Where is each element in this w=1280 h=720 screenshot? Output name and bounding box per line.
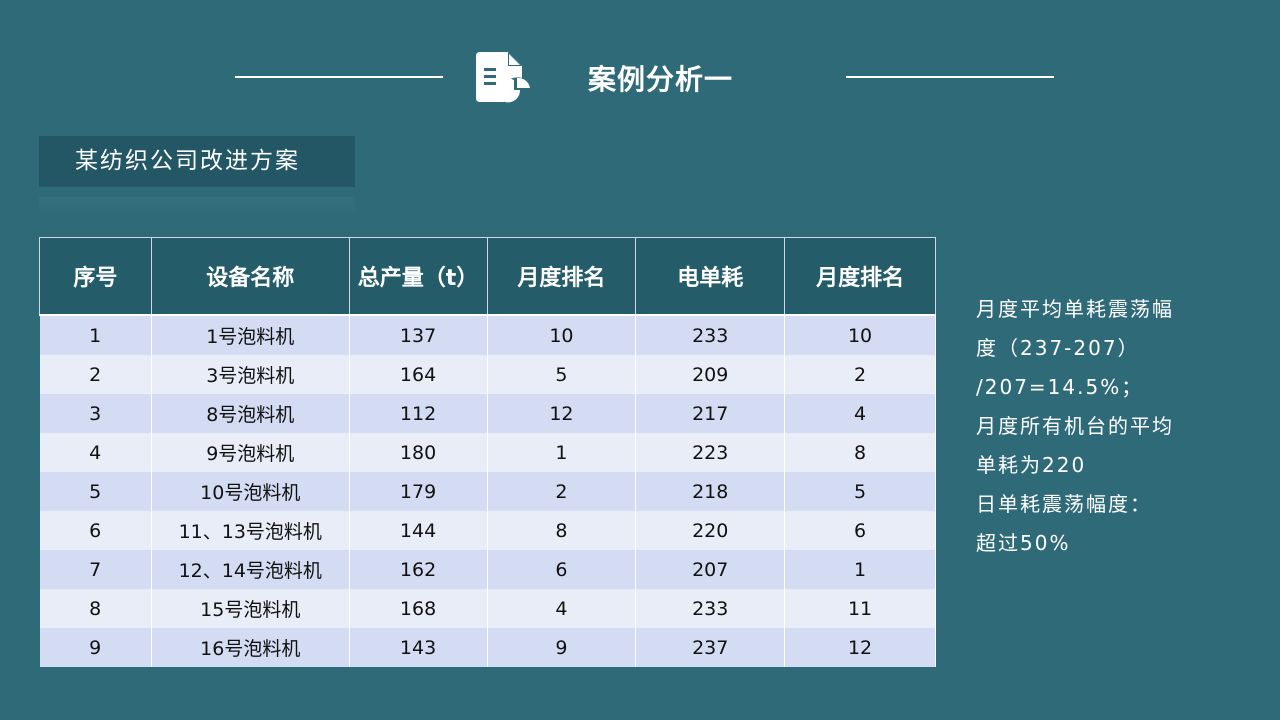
table-cell: 6 bbox=[39, 511, 152, 550]
column-header: 设备名称 bbox=[150, 237, 350, 316]
table-cell: 4 bbox=[487, 589, 637, 628]
column-header: 月度排名 bbox=[486, 237, 637, 316]
table-cell: 8号泡料机 bbox=[151, 394, 350, 433]
table-cell: 10 bbox=[784, 314, 936, 355]
table-cell: 9号泡料机 bbox=[151, 433, 350, 472]
analysis-notes: 月度平均单耗震荡幅 度（237-207） /207=14.5%； 月度所有机台的平均单… bbox=[976, 290, 1174, 563]
table-cell: 168 bbox=[349, 589, 488, 628]
table-row: 7 12、14号泡料机 162 6 207 1 bbox=[39, 550, 936, 589]
table-cell: 237 bbox=[635, 628, 786, 667]
table-cell: 179 bbox=[349, 472, 488, 511]
table-cell: 5 bbox=[487, 355, 637, 394]
table-cell: 8 bbox=[784, 433, 936, 472]
table-cell: 8 bbox=[487, 511, 637, 550]
subtitle-shadow bbox=[39, 197, 355, 215]
table-cell: 1 bbox=[39, 314, 152, 355]
table-row: 9 16号泡料机 143 9 237 12 bbox=[39, 628, 936, 667]
note-line: 单耗为220 bbox=[976, 453, 1087, 477]
table-row: 8 15号泡料机 168 4 233 11 bbox=[39, 589, 936, 628]
note-line: 日单耗震荡幅度： bbox=[976, 492, 1152, 516]
table-cell: 2 bbox=[39, 355, 152, 394]
title-rule-right bbox=[846, 76, 1054, 78]
table-cell: 207 bbox=[635, 550, 786, 589]
column-header: 电单耗 bbox=[635, 237, 786, 316]
column-header: 序号 bbox=[39, 237, 152, 316]
page-title: 案例分析一 bbox=[588, 63, 734, 96]
table-cell: 217 bbox=[635, 394, 786, 433]
table-cell: 143 bbox=[349, 628, 488, 667]
table-row: 3 8号泡料机 112 12 217 4 bbox=[39, 394, 936, 433]
section-subtitle: 某纺织公司改进方案 bbox=[39, 136, 355, 187]
column-header: 总产量（t） bbox=[348, 237, 488, 316]
table-cell: 164 bbox=[349, 355, 488, 394]
table-cell: 3 bbox=[39, 394, 152, 433]
table-cell: 4 bbox=[784, 394, 936, 433]
table-cell: 223 bbox=[635, 433, 786, 472]
table-cell: 1 bbox=[487, 433, 637, 472]
note-line: 超过50% bbox=[976, 531, 1071, 555]
note-line: /207=14.5%； bbox=[976, 375, 1144, 399]
table-cell: 2 bbox=[784, 355, 936, 394]
table-cell: 9 bbox=[39, 628, 152, 667]
table-cell: 180 bbox=[349, 433, 488, 472]
table-cell: 11 bbox=[784, 589, 936, 628]
table-row: 2 3号泡料机 164 5 209 2 bbox=[39, 355, 936, 394]
table-cell: 5 bbox=[784, 472, 936, 511]
table-cell: 8 bbox=[39, 589, 152, 628]
table-row: 1 1号泡料机 137 10 233 10 bbox=[39, 314, 936, 355]
table-cell: 11、13号泡料机 bbox=[151, 511, 350, 550]
table-cell: 6 bbox=[487, 550, 637, 589]
table-row: 4 9号泡料机 180 1 223 8 bbox=[39, 433, 936, 472]
table-cell: 6 bbox=[784, 511, 936, 550]
table-cell: 1号泡料机 bbox=[151, 314, 350, 355]
table-cell: 16号泡料机 bbox=[151, 628, 350, 667]
equipment-table: 序号 设备名称 总产量（t） 月度排名 电单耗 月度排名 1 1号泡料机 137 10 233 10… bbox=[39, 237, 936, 667]
table-cell: 218 bbox=[635, 472, 786, 511]
table-cell: 7 bbox=[39, 550, 152, 589]
table-cell: 12 bbox=[784, 628, 936, 667]
table-cell: 112 bbox=[349, 394, 488, 433]
table-cell: 2 bbox=[487, 472, 637, 511]
table-cell: 233 bbox=[635, 589, 786, 628]
table-cell: 144 bbox=[349, 511, 488, 550]
table-cell: 162 bbox=[349, 550, 488, 589]
table-row: 6 11、13号泡料机 144 8 220 6 bbox=[39, 511, 936, 550]
table-cell: 220 bbox=[635, 511, 786, 550]
table-row: 5 10号泡料机 179 2 218 5 bbox=[39, 472, 936, 511]
table-cell: 12 bbox=[487, 394, 637, 433]
table-cell: 137 bbox=[349, 314, 488, 355]
table-cell: 10 bbox=[487, 314, 637, 355]
note-line: 月度所有机台的平均 bbox=[976, 414, 1174, 438]
table-cell: 233 bbox=[635, 314, 786, 355]
table-cell: 209 bbox=[635, 355, 786, 394]
table-cell: 12、14号泡料机 bbox=[151, 550, 350, 589]
table-cell: 3号泡料机 bbox=[151, 355, 350, 394]
title-rule-left bbox=[235, 76, 443, 78]
table-cell: 10号泡料机 bbox=[151, 472, 350, 511]
note-line: 月度平均单耗震荡幅 bbox=[976, 297, 1174, 321]
document-chart-icon bbox=[476, 52, 530, 103]
table-cell: 5 bbox=[39, 472, 152, 511]
table-cell: 4 bbox=[39, 433, 152, 472]
table-cell: 15号泡料机 bbox=[151, 589, 350, 628]
table-cell: 1 bbox=[784, 550, 936, 589]
table-cell: 9 bbox=[487, 628, 637, 667]
note-line: 度（237-207） bbox=[976, 336, 1140, 360]
column-header: 月度排名 bbox=[784, 237, 936, 316]
